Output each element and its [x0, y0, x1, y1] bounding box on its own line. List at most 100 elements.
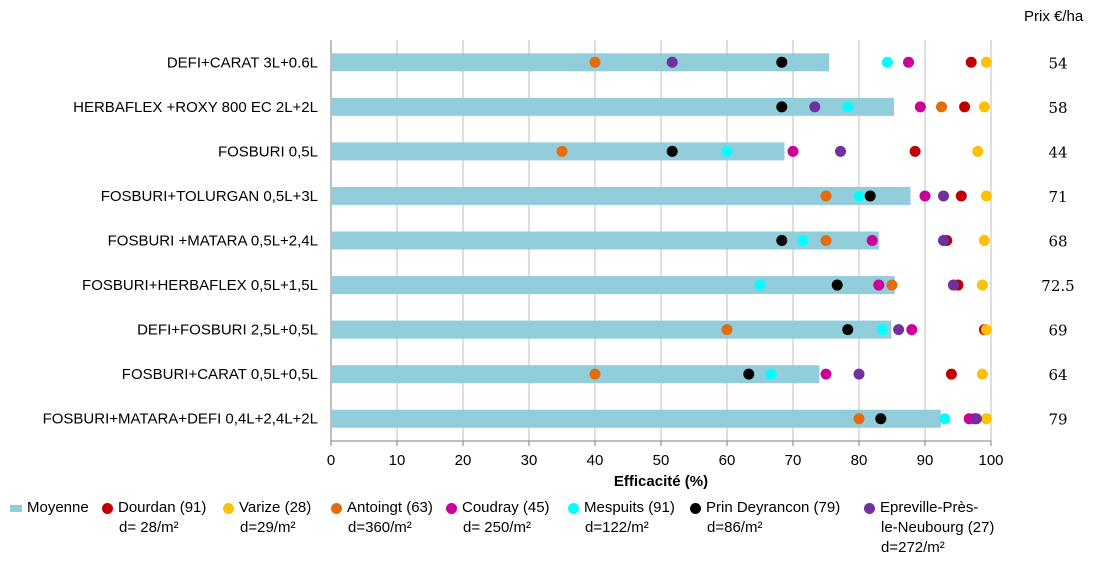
point-series-4 [797, 235, 809, 246]
point-series-1 [980, 324, 992, 336]
category-label: FOSBURI+CARAT 0,5L+0,5L [122, 366, 318, 383]
point-series-3 [914, 101, 926, 113]
point-series-4 [853, 190, 865, 202]
point-series-4 [939, 413, 951, 425]
point-series-6 [937, 190, 949, 202]
point-series-1 [978, 235, 990, 246]
legend-label: Epreville-Près- [880, 499, 979, 517]
legend-marker-coudray [446, 502, 457, 514]
point-series-3 [903, 56, 914, 68]
point-series-5 [743, 368, 755, 380]
x-tick-label: 50 [653, 452, 670, 469]
point-series-1 [972, 145, 984, 157]
point-series-4 [842, 101, 854, 113]
price-label: 54 [1048, 54, 1067, 72]
point-series-1 [980, 413, 992, 425]
legend-label: Moyenne [27, 499, 89, 517]
point-series-1 [978, 101, 990, 113]
category-label: FOSBURI+HERBAFLEX 0,5L+1,5L [82, 277, 318, 294]
point-series-2 [936, 101, 947, 113]
category-label: FOSBURI+TOLURGAN 0,5L+3L [101, 188, 318, 205]
x-tick-label: 100 [978, 452, 1003, 469]
bar-moyenne [331, 231, 879, 250]
bar-moyenne [331, 320, 892, 339]
legend-item-epreville: Epreville-Près- le-Neubourg (27) d=272/m… [864, 498, 994, 558]
legend-marker-antoingt [331, 502, 342, 514]
point-series-6 [666, 56, 678, 68]
bar-moyenne [331, 186, 911, 205]
legend-item-coudray: Coudray (45) d= 250/m² [446, 498, 550, 538]
category-label: FOSBURI +MATARA 0,5L+2,4L [108, 233, 318, 250]
legend-item-varize: Varize (28) d=29/m² [223, 498, 311, 538]
bar-moyenne [331, 409, 941, 428]
point-series-2 [556, 145, 568, 157]
category-label: FOSBURI 0,5L [218, 143, 318, 160]
price-header: Prix €/ha [1024, 8, 1084, 25]
legend-swatch-moyenne [10, 504, 22, 512]
legend-item-antoingt: Antoingt (63) d=360/m² [331, 498, 433, 538]
point-series-0 [945, 368, 957, 380]
point-series-2 [853, 413, 865, 425]
point-series-5 [776, 56, 788, 68]
category-label: FOSBURI+MATARA+DEFI 0,4L+2,4L+2L [43, 411, 318, 428]
bar-moyenne [331, 53, 830, 72]
legend-sublabel: d= 28/m² [119, 519, 179, 537]
bar-moyenne [331, 97, 894, 116]
x-tick-label: 20 [455, 452, 472, 469]
point-series-0 [965, 56, 977, 68]
point-series-4 [765, 368, 777, 380]
x-axis-title: Efficacité (%) [614, 473, 708, 490]
x-tick-label: 90 [917, 452, 934, 469]
point-series-5 [875, 413, 887, 425]
price-label: 79 [1048, 411, 1067, 429]
point-series-6 [947, 279, 959, 291]
legend-label: Antoingt (63) [347, 499, 433, 517]
x-tick-label: 70 [785, 452, 802, 469]
legend-sublabel: d=86/m² [707, 519, 763, 537]
point-series-6 [937, 235, 949, 246]
legend-sublabel: d=122/m² [585, 519, 649, 537]
price-label: 71 [1048, 188, 1067, 206]
x-tick-label: 30 [521, 452, 538, 469]
point-series-2 [589, 368, 601, 380]
point-series-5 [864, 190, 876, 202]
legend-label: Mespuits (91) [584, 499, 675, 517]
category-label: DEFI+CARAT 3L+0.6L [167, 54, 318, 71]
legend-item-mespuits: Mespuits (91) d=122/m² [568, 498, 675, 538]
efficacy-chart: 0 10 20 30 40 50 60 70 80 90 100 Efficacité (%) DEFI… [43, 40, 1075, 490]
point-series-1 [980, 190, 992, 202]
legend-sublabel: d=29/m² [240, 519, 296, 537]
point-series-6 [853, 368, 865, 380]
price-label: 64 [1048, 366, 1067, 384]
bar-moyenne [331, 365, 820, 384]
legend-marker-epreville [864, 502, 875, 514]
point-series-5 [666, 145, 678, 157]
point-series-3 [820, 368, 832, 380]
legend-marker-varize [223, 502, 234, 514]
point-series-1 [980, 56, 992, 68]
point-series-4 [754, 279, 766, 291]
legend-marker-mespuits [568, 502, 579, 514]
point-series-2 [820, 190, 832, 202]
legend-item-prin-deyrancon: Prin Deyrancon (79) d=86/m² [690, 498, 840, 538]
point-series-2 [886, 279, 898, 291]
point-series-2 [820, 235, 832, 246]
point-series-4 [876, 324, 888, 336]
legend-label: Prin Deyrancon (79) [706, 499, 841, 517]
legend-sublabel: d=360/m² [348, 519, 412, 537]
legend-sublabel: d= 250/m² [463, 519, 531, 537]
point-series-6 [893, 324, 905, 336]
price-label: 69 [1048, 322, 1067, 340]
legend-sublabel: le-Neubourg (27) [881, 519, 995, 537]
point-series-6 [970, 413, 982, 425]
point-series-4 [721, 145, 733, 157]
x-tick-label: 60 [719, 452, 736, 469]
point-series-6 [835, 145, 847, 157]
point-series-5 [776, 101, 788, 113]
legend-marker-dourdan [102, 502, 113, 514]
point-series-3 [787, 145, 799, 157]
bar-moyenne [331, 276, 895, 295]
legend-label: Varize (28) [239, 499, 312, 517]
price-label: 58 [1048, 99, 1067, 117]
price-label: 68 [1048, 233, 1067, 251]
